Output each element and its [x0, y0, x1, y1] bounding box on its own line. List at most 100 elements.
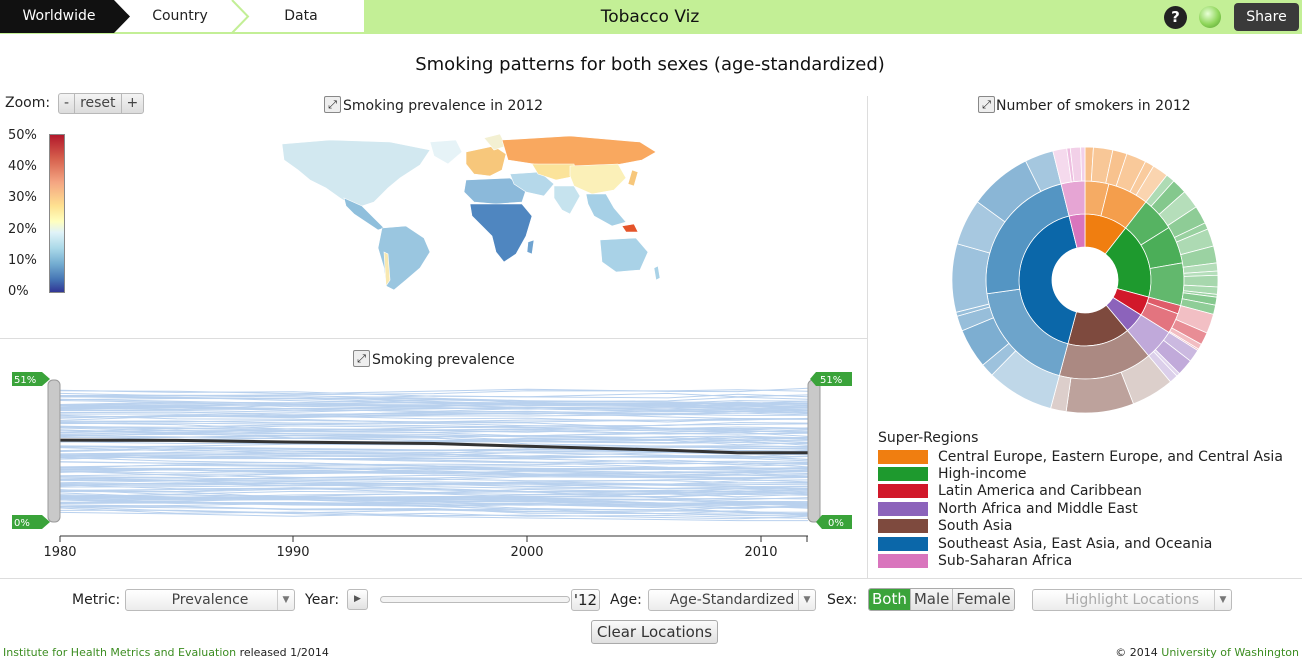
country-line[interactable]	[59, 414, 809, 430]
map-china	[569, 163, 627, 195]
right-range-handle[interactable]	[807, 379, 821, 523]
map-russia	[501, 135, 657, 167]
country-line[interactable]	[59, 507, 809, 520]
country-line[interactable]	[59, 401, 809, 411]
legend-swatch	[878, 519, 928, 534]
top-left-handle-badge[interactable]	[12, 372, 50, 386]
world-map[interactable]	[270, 130, 670, 291]
country-line[interactable]	[59, 395, 809, 407]
legend-item[interactable]: Latin America and Caribbean	[878, 483, 1142, 500]
tab-country[interactable]: Country	[152, 8, 208, 24]
sex-both-button[interactable]: Both	[869, 589, 911, 610]
country-line[interactable]	[59, 484, 809, 501]
country-line[interactable]	[59, 462, 809, 469]
highlight-locations-select[interactable]: Highlight Locations ▼	[1032, 589, 1232, 611]
legend-item[interactable]: South Asia	[878, 518, 1012, 535]
trend-chart[interactable]: 51% 0% 51% 0% 1980 1990 2000 2010	[0, 370, 860, 570]
country-line[interactable]	[59, 469, 809, 482]
sunburst-chart[interactable]	[945, 140, 1225, 420]
tab-worldwide[interactable]: Worldwide	[22, 8, 96, 24]
clear-locations-button[interactable]: Clear Locations	[591, 620, 718, 644]
metric-value: Prevalence	[171, 592, 249, 608]
country-line[interactable]	[59, 445, 809, 453]
sunburst-country-arc[interactable]	[1080, 146, 1086, 182]
sex-male-button[interactable]: Male	[910, 589, 954, 610]
country-line[interactable]	[59, 447, 809, 455]
country-line[interactable]	[59, 407, 809, 416]
zoom-reset-button[interactable]: reset	[75, 94, 122, 113]
tab-data[interactable]: Data	[284, 8, 318, 24]
expand-map-icon[interactable]: ⤢	[324, 96, 341, 113]
zoom-in-button[interactable]: +	[126, 95, 139, 111]
year-slider[interactable]	[380, 596, 570, 603]
top-right-handle-badge[interactable]	[810, 372, 852, 386]
play-icon[interactable]: ▶	[347, 589, 368, 610]
year-value-handle[interactable]: '12	[571, 589, 600, 611]
map-madagascar	[526, 239, 535, 255]
country-line[interactable]	[59, 470, 809, 478]
country-line[interactable]	[59, 405, 809, 413]
metric-select[interactable]: Prevalence ▼	[125, 589, 295, 611]
country-line[interactable]	[59, 456, 809, 465]
country-line[interactable]	[59, 417, 809, 428]
legend-item[interactable]: Sub-Saharan Africa	[878, 552, 1072, 569]
share-button[interactable]: Share	[1234, 3, 1299, 31]
country-line[interactable]	[59, 468, 809, 477]
zoom-out-button[interactable]: -	[59, 94, 76, 113]
sex-female-button[interactable]: Female	[953, 589, 1014, 610]
legend-swatch	[878, 466, 928, 481]
legend-item[interactable]: Central Europe, Eastern Europe, and Cent…	[878, 448, 1283, 465]
country-line[interactable]	[59, 415, 809, 423]
country-line[interactable]	[59, 467, 809, 472]
country-line[interactable]	[59, 495, 809, 506]
help-button[interactable]: ?	[1164, 6, 1187, 29]
color-scale-bar	[49, 134, 65, 293]
bottom-left-handle-badge[interactable]	[12, 515, 50, 529]
country-line[interactable]	[59, 511, 809, 519]
country-line[interactable]	[59, 487, 809, 498]
country-line[interactable]	[59, 448, 809, 458]
country-line[interactable]	[59, 493, 809, 498]
footer-credit: Institute for Health Metrics and Evaluat…	[3, 646, 329, 659]
country-line[interactable]	[59, 470, 809, 484]
country-line[interactable]	[59, 501, 809, 516]
legend-item[interactable]: High-income	[878, 465, 1027, 482]
left-range-handle[interactable]	[47, 379, 61, 523]
country-line[interactable]	[60, 464, 809, 470]
legend-item[interactable]: North Africa and Middle East	[878, 500, 1138, 517]
country-line[interactable]	[59, 486, 809, 491]
country-line[interactable]	[59, 482, 809, 495]
country-line[interactable]	[59, 476, 809, 481]
expand-sunburst-icon[interactable]: ⤢	[978, 96, 995, 113]
country-line[interactable]	[59, 506, 808, 522]
country-line[interactable]	[59, 454, 809, 470]
uw-link[interactable]: University of Washington	[1161, 646, 1299, 659]
country-line[interactable]	[59, 400, 809, 414]
country-line[interactable]	[59, 430, 809, 441]
country-line[interactable]	[59, 427, 809, 438]
ihme-link[interactable]: Institute for Health Metrics and Evaluat…	[3, 646, 237, 659]
country-line[interactable]	[59, 497, 809, 502]
country-line[interactable]	[59, 398, 809, 409]
age-select[interactable]: Age-Standardized ▼	[648, 589, 816, 611]
expand-trend-icon[interactable]: ⤢	[353, 350, 370, 367]
legend-title: Super-Regions	[878, 430, 979, 446]
legend-item[interactable]: Southeast Asia, East Asia, and Oceania	[878, 535, 1212, 552]
sunburst-country-arc[interactable]	[951, 243, 991, 313]
country-line[interactable]	[59, 455, 809, 463]
country-line[interactable]	[59, 429, 809, 446]
sunburst-country-arc[interactable]	[1065, 371, 1134, 414]
legend-swatch	[878, 449, 928, 464]
country-line[interactable]	[59, 387, 809, 395]
country-line[interactable]	[59, 425, 809, 431]
country-line[interactable]	[59, 396, 809, 406]
legend-label: Central Europe, Eastern Europe, and Cent…	[938, 448, 1283, 465]
bottom-right-handle-badge[interactable]	[816, 515, 852, 529]
map-southeast-asia	[585, 193, 627, 227]
breadcrumb: Worldwide Country Data	[0, 0, 364, 34]
map-chile	[383, 251, 391, 287]
page-title: Smoking patterns for both sexes (age-sta…	[415, 54, 885, 75]
country-line[interactable]	[59, 420, 809, 430]
bottom-right-handle-label: 0%	[828, 518, 844, 529]
globe-icon[interactable]	[1199, 6, 1221, 28]
